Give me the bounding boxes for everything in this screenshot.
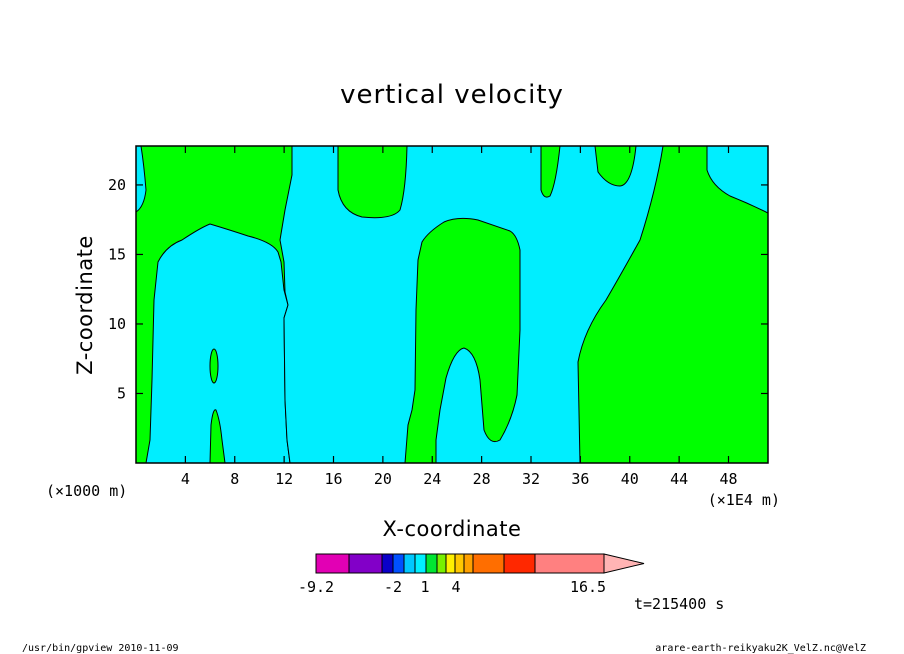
colorbar-segment — [503, 553, 536, 574]
x-axis-label: X-coordinate — [383, 517, 522, 541]
contour-field — [136, 146, 768, 463]
y-axis-label: Z-coordinate — [73, 235, 97, 375]
x-tick-label: 24 — [423, 470, 441, 488]
colorbar-label: 16.5 — [570, 578, 606, 596]
colorbar-segment — [454, 553, 465, 574]
colorbar-label: 1 — [420, 578, 429, 596]
colorbar-segment — [381, 553, 394, 574]
y-tick-label: 10 — [108, 315, 126, 333]
colorbar-segment — [315, 553, 350, 574]
colorbar-segment — [472, 553, 505, 574]
x-tick-label: 20 — [374, 470, 392, 488]
colorbar-segment — [534, 553, 605, 574]
x-tick-label: 32 — [522, 470, 540, 488]
x-tick-label: 12 — [275, 470, 293, 488]
positive-islands — [209, 348, 226, 463]
negative-regions — [136, 146, 768, 463]
y-tick-label: 5 — [117, 384, 126, 402]
colorbar-segment — [463, 553, 474, 574]
x-tick-label: 8 — [230, 470, 239, 488]
colorbar-segment — [445, 553, 456, 574]
x-unit-right: (×1E4 m) — [708, 491, 780, 509]
colorbar-labels: -9.2 -2 1 4 16.5 — [298, 578, 606, 596]
y-tick-label: 15 — [108, 245, 126, 263]
negative-region-left-edge — [136, 146, 147, 213]
colorbar-segment — [403, 553, 416, 574]
colorbar-segment — [425, 553, 438, 574]
colorbar — [315, 553, 645, 574]
x-tick-label: 16 — [324, 470, 342, 488]
footer-left: /usr/bin/gpview 2010-11-09 — [22, 643, 179, 654]
colorbar-label: -2 — [384, 578, 402, 596]
colorbar-segment — [348, 553, 383, 574]
x-tick-label: 28 — [473, 470, 491, 488]
x-tick-label: 44 — [670, 470, 688, 488]
colorbar-segment — [392, 553, 405, 574]
y-tick-label: 20 — [108, 176, 126, 194]
chart-title: vertical velocity — [340, 80, 564, 110]
x-tick-label: 4 — [181, 470, 190, 488]
negative-region-central — [279, 146, 664, 463]
colorbar-label: -9.2 — [298, 578, 334, 596]
axis-ticks — [136, 146, 768, 463]
negative-region-upper-right — [706, 146, 768, 214]
x-tick-label: 48 — [719, 470, 737, 488]
plot-frame — [135, 145, 769, 464]
time-label: t=215400 s — [634, 595, 724, 613]
footer-right: arare-earth-reikyaku2K_VelZ.nc@VelZ — [655, 643, 866, 654]
colorbar-overflow-arrow — [603, 553, 645, 574]
x-unit-left: (×1000 m) — [46, 482, 127, 500]
x-tick-label: 40 — [621, 470, 639, 488]
colorbar-segment — [436, 553, 447, 574]
negative-region-west-cell — [145, 223, 291, 463]
colorbar-label: 4 — [451, 578, 460, 596]
colorbar-segment — [414, 553, 427, 574]
positive-island-lower — [209, 409, 226, 463]
x-tick-label: 36 — [571, 470, 589, 488]
positive-island-upper — [209, 348, 219, 384]
